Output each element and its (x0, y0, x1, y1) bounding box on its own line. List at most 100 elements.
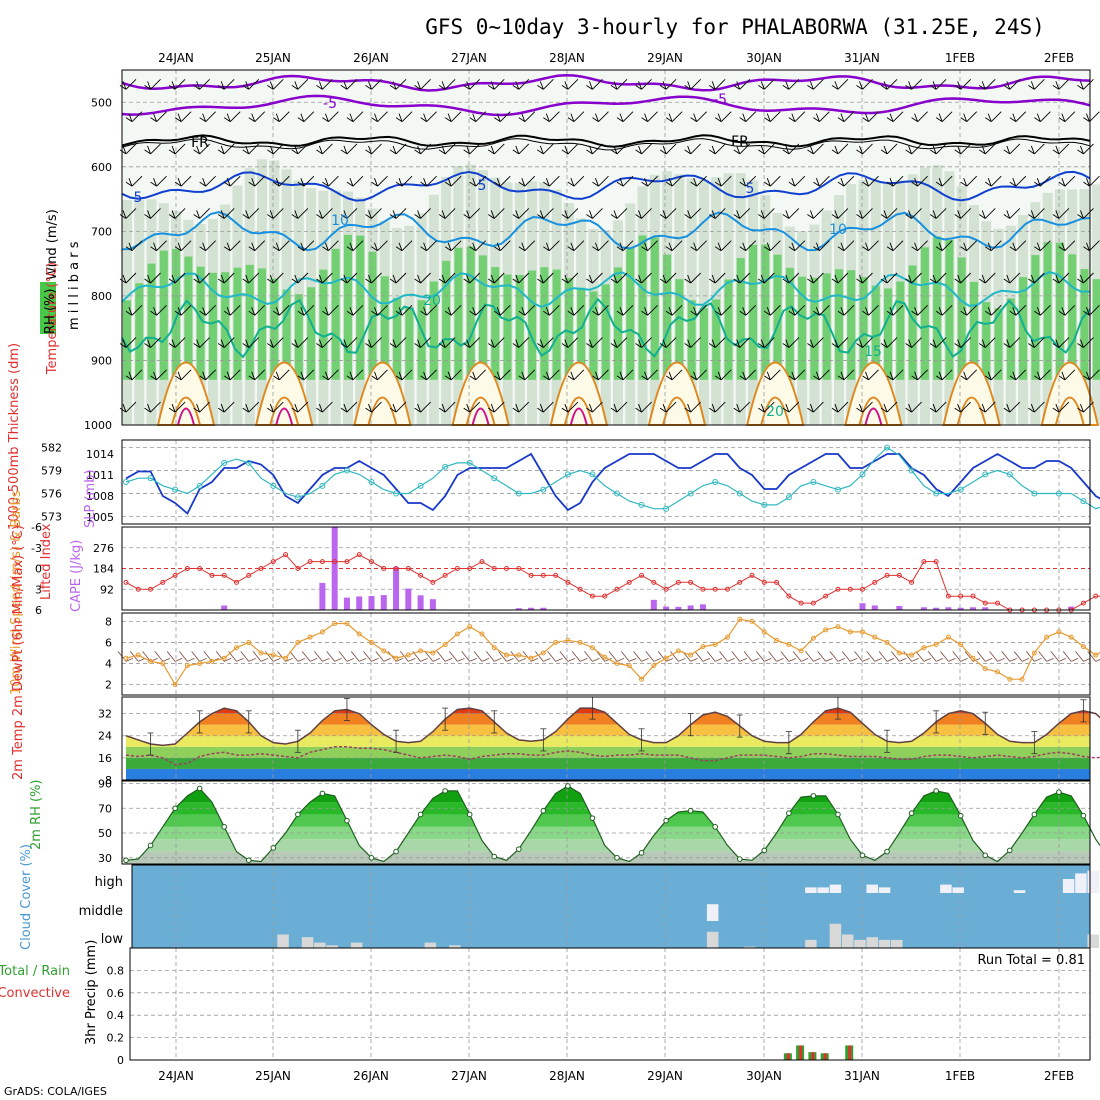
wind-barb (174, 111, 192, 123)
wind-barb (659, 401, 677, 413)
thickness-point (687, 490, 694, 497)
lifted-index-point (184, 566, 190, 571)
wind-speed-point (700, 644, 706, 650)
wind-barb (223, 175, 241, 187)
surface-wind-barb (449, 651, 465, 662)
thickness-point (908, 467, 915, 474)
rh-shade-dark (466, 246, 475, 380)
date-label-bottom: 25JAN (255, 1069, 291, 1083)
rh-shade-dark (798, 276, 807, 380)
wind-barb (297, 369, 315, 381)
wind-barb (267, 401, 284, 413)
temperature-lobe (1040, 361, 1100, 426)
wind-barb (322, 111, 339, 123)
lifted-index-point (823, 593, 829, 599)
wind-barb (714, 240, 732, 252)
wind-barb (543, 240, 560, 252)
wind-speed-point (810, 635, 816, 641)
wind-barb (979, 79, 996, 90)
wind-barb (488, 208, 505, 219)
wind-barb (1077, 337, 1094, 348)
surface-wind-barb (289, 651, 306, 662)
wind-speed-point (430, 650, 436, 656)
cape-ylabel: CAPE (J/kg) (69, 540, 84, 612)
wind-barb (242, 143, 260, 155)
rh-shade-dark (233, 267, 242, 380)
wind-barb (316, 143, 333, 155)
wind-barb (1034, 175, 1051, 187)
wind-barb (248, 111, 266, 123)
rh-band (126, 814, 1090, 827)
wind-barb (537, 79, 554, 90)
rh-tick: 30 (98, 852, 112, 865)
thickness-point (270, 482, 277, 489)
wind-barb (807, 79, 824, 90)
cape-bar (957, 607, 964, 610)
wind-barb (267, 337, 284, 348)
wind-speed-point (565, 637, 571, 643)
surface-wind-barb (1050, 651, 1067, 662)
thickness-point (515, 490, 522, 497)
wind-barb (518, 304, 536, 316)
rh-point (147, 842, 154, 849)
lifted-index-tick: 3 (35, 583, 42, 596)
wind-barb (316, 272, 333, 284)
contour-label: 5 (134, 190, 143, 206)
lifted-index-point (528, 572, 534, 578)
surface-wind-barb (596, 651, 612, 662)
wind-barb (414, 337, 431, 348)
wind-barb (862, 304, 879, 316)
wind-barb (223, 304, 241, 316)
surface-wind-barb (363, 651, 379, 662)
surface-wind-barb (338, 651, 355, 662)
cape-bar (221, 605, 228, 610)
rh-shade-dark (319, 269, 328, 380)
wind-barb (389, 401, 407, 413)
surface-wind-barb (264, 651, 281, 662)
rh-shade-dark (478, 255, 487, 380)
wind-barb (985, 240, 1002, 252)
wind-barb (316, 401, 333, 413)
wind-barb (739, 175, 757, 187)
rh-shade-dark (258, 268, 267, 380)
wind-barb (733, 143, 751, 155)
rh-shade-dark (491, 267, 500, 380)
wind-barb (494, 111, 511, 123)
thickness-point (785, 494, 792, 501)
wind-barb (395, 175, 413, 187)
temperature-lobe-hot (275, 407, 294, 426)
rh-shade-dark (1055, 242, 1064, 380)
wind-speed-point (491, 645, 497, 651)
wind-barb (837, 111, 855, 123)
wind-barb (291, 143, 309, 155)
thickness-line (125, 446, 1100, 510)
wind-barb (733, 208, 751, 219)
wind-barb (635, 337, 652, 348)
wind-barb (635, 143, 652, 155)
date-label-top: 1FEB (945, 51, 975, 65)
wind-barb (267, 272, 284, 284)
temperature-lobe-hot (471, 407, 490, 426)
lifted-index-point (700, 586, 706, 592)
wind-speed-point (184, 663, 190, 669)
wind-barb (610, 337, 628, 348)
wind-barb (1009, 111, 1027, 123)
rh-shade-dark (1043, 242, 1052, 380)
wind-barb (420, 369, 437, 381)
thickness-point (564, 471, 571, 478)
temperature-lobe (647, 361, 707, 426)
wind-barb (807, 143, 824, 155)
wind-barb (831, 401, 849, 413)
wind-barb (856, 79, 873, 90)
wind-barb (389, 208, 407, 219)
wind-barb (217, 143, 235, 155)
wind-barb (905, 208, 922, 219)
lifted-index-point (467, 566, 473, 571)
wind-barb (905, 401, 922, 413)
rh-point (344, 817, 350, 824)
lifted-index-point (270, 559, 276, 565)
temp-ylabel: 2m Temp 2m DewPt (6hr Min/Max) (°C) (11, 525, 26, 780)
wind-barb (592, 369, 609, 381)
thickness-point (614, 490, 620, 497)
wind-barb (414, 401, 431, 413)
